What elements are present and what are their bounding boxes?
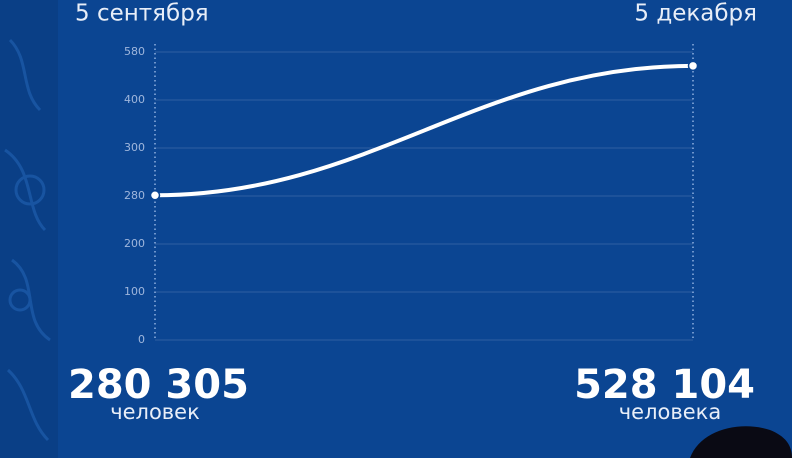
y-tick-label: 400 (124, 93, 145, 106)
start-unit: человек (110, 400, 200, 424)
y-tick-label: 100 (124, 285, 145, 298)
end-date: 5 декабря (634, 1, 757, 27)
y-tick-label: 0 (138, 333, 145, 346)
point (687, 60, 699, 72)
end-value: 528 104 (574, 362, 755, 408)
y-tick-label: 580 (124, 45, 145, 58)
y-tick-label: 280 (124, 189, 145, 202)
line (153, 63, 695, 198)
start-value: 280 305 (68, 362, 249, 408)
ornament-strip (0, 0, 58, 458)
end-unit: человека (619, 400, 721, 424)
ornament (4, 38, 51, 442)
start-date: 5 сентября (75, 1, 209, 27)
y-tick-label: 200 (124, 237, 145, 250)
point (149, 190, 161, 201)
decoration (690, 426, 792, 458)
y-tick-label: 300 (124, 141, 145, 154)
